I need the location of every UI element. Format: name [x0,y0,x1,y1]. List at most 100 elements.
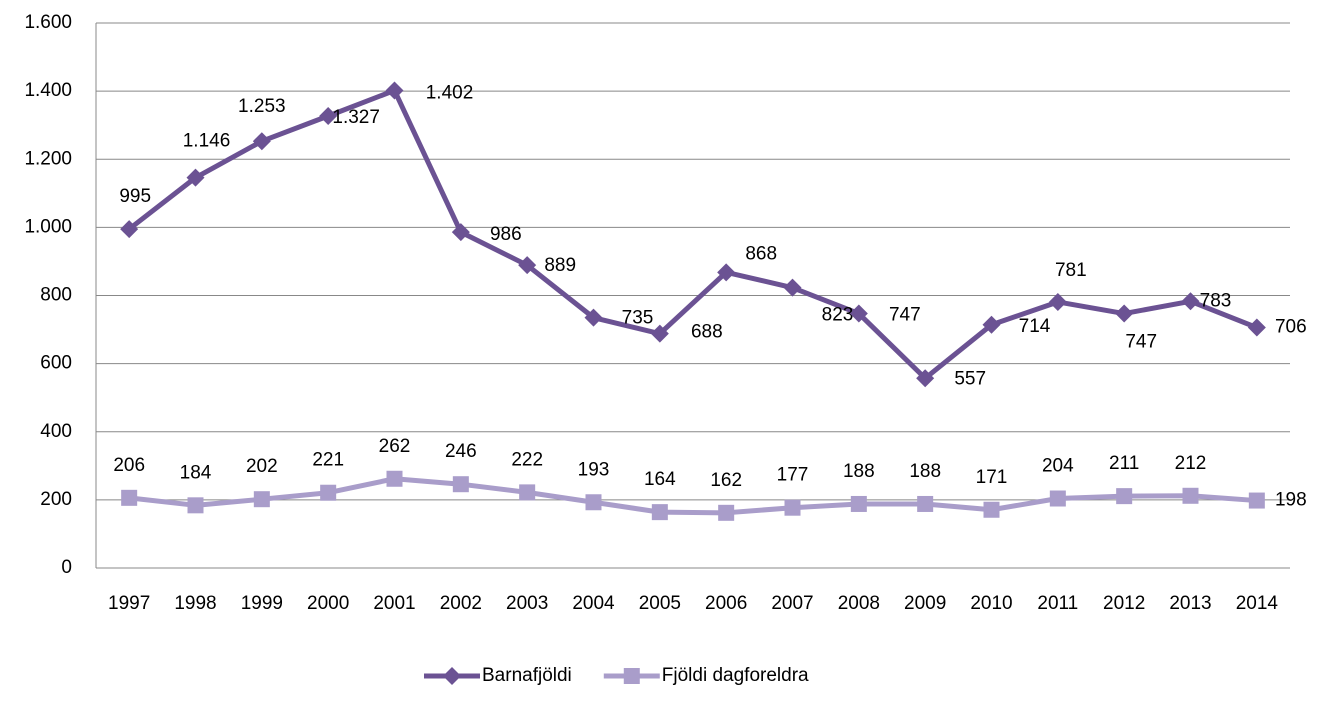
x-tick-label: 2005 [639,593,681,614]
data-label: 262 [379,436,411,457]
marker [916,369,935,388]
data-label: 1.327 [332,107,380,128]
y-tick-label: 400 [40,421,72,442]
data-label: 164 [644,469,676,490]
data-label: 206 [113,455,145,476]
data-label: 781 [1055,260,1087,281]
data-label: 1.253 [238,96,286,117]
x-tick-label: 1997 [108,593,150,614]
data-label: 212 [1175,453,1207,474]
y-tick-label: 0 [61,557,72,578]
data-label: 202 [246,456,278,477]
x-tick-label: 2006 [705,593,747,614]
data-label: 868 [745,243,777,264]
marker [519,484,536,501]
x-tick-label: 2013 [1169,593,1211,614]
data-label: 735 [622,308,654,329]
data-label: 783 [1200,290,1232,311]
marker [1247,318,1266,337]
marker [585,494,602,511]
x-tick-label: 2014 [1236,593,1279,614]
data-label: 221 [312,450,344,471]
y-tick-label: 1.200 [24,148,72,169]
data-label: 557 [954,368,986,389]
marker [386,470,403,487]
line [127,87,1258,381]
x-tick-label: 1999 [241,593,283,614]
data-label: 198 [1275,490,1307,511]
x-tick-label: 2000 [307,593,349,614]
marker [783,278,802,297]
data-label: 1.146 [183,131,231,152]
marker [451,223,470,242]
marker [1181,292,1200,311]
legend-marker [443,667,461,685]
marker [850,495,867,512]
data-label: 211 [1109,453,1139,474]
legend-label: Barnafjöldi [482,665,572,686]
data-label: 162 [710,470,742,491]
data-label: 714 [1019,316,1051,337]
marker [982,315,1001,334]
marker [452,476,469,493]
x-tick-label: 2003 [506,593,548,614]
data-label: 688 [691,322,723,343]
x-tick-label: 2010 [970,593,1012,614]
marker [1048,292,1067,311]
data-label: 995 [119,186,151,207]
x-tick-label: 2002 [440,593,482,614]
marker [385,81,404,100]
x-tick-label: 1998 [174,593,216,614]
legend-label: Fjöldi dagforeldra [662,665,809,686]
marker [187,497,204,514]
data-label: 171 [976,467,1008,488]
y-tick-label: 1.600 [24,12,72,33]
data-label: 1.402 [426,82,474,103]
data-label: 706 [1275,317,1307,338]
x-tick-label: 2007 [771,593,813,614]
y-tick-label: 1.400 [24,80,72,101]
marker [1248,492,1265,509]
y-tick-label: 200 [40,489,72,510]
x-tick-label: 2008 [838,593,880,614]
marker [120,220,139,239]
marker [121,489,138,506]
marker [584,308,603,327]
data-label: 193 [578,459,610,480]
marker [1115,304,1134,323]
marker [650,324,669,343]
marker [1182,487,1199,504]
y-tick-label: 800 [40,285,72,306]
marker [518,256,537,275]
y-tick-label: 600 [40,353,72,374]
marker [253,491,270,508]
marker [849,304,868,323]
marker [651,504,668,521]
line [128,476,1258,516]
data-label: 188 [909,461,941,482]
marker [917,495,934,512]
data-label: 177 [777,465,809,486]
marker [718,504,735,521]
data-label: 823 [822,305,854,326]
marker [717,263,736,282]
marker [320,484,337,501]
marker [784,499,801,516]
marker [983,501,1000,518]
x-tick-label: 2001 [373,593,415,614]
data-label: 222 [511,449,543,470]
data-label: 246 [445,441,477,462]
legend-marker [623,668,640,684]
x-tick-label: 2009 [904,593,946,614]
x-tick-label: 2012 [1103,593,1145,614]
data-label: 747 [889,305,921,326]
data-label: 204 [1042,456,1074,477]
marker [319,106,338,125]
data-label: 747 [1125,332,1157,353]
y-tick-label: 1.000 [24,216,72,237]
marker [186,168,205,187]
marker [1116,488,1133,505]
x-tick-label: 2011 [1037,593,1078,614]
marker [1049,490,1066,507]
